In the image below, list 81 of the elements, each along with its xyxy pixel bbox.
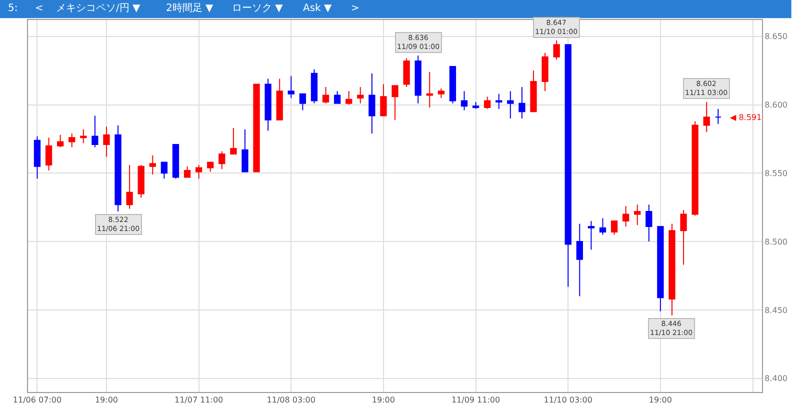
candlestick: [299, 93, 306, 111]
candlestick: [242, 128, 248, 172]
candlestick: [322, 86, 330, 104]
candlestick: [703, 102, 710, 133]
y-tick-label: 8.450: [764, 306, 788, 315]
text: <: [35, 3, 44, 14]
candlestick: [276, 78, 283, 120]
x-tick-label: 11/06 07:00: [12, 396, 62, 405]
candlestick: [264, 78, 272, 132]
candlestick: [599, 218, 606, 236]
candlestick: [380, 84, 387, 116]
candlestick: [657, 226, 664, 312]
candlestick: [576, 223, 583, 297]
candlestick: [253, 84, 260, 172]
candlestick: [138, 164, 144, 198]
candlestick: [207, 162, 214, 172]
x-tick-label: 11/08 03:00: [266, 396, 316, 405]
candlestick: [334, 90, 341, 104]
candlestick: [114, 124, 122, 212]
candlestick: [92, 115, 98, 148]
candlestick: [449, 66, 456, 104]
candlestick: [288, 76, 294, 98]
candlestick: [426, 71, 433, 108]
candlestick: [195, 164, 202, 180]
candlestick: [460, 90, 468, 111]
candlestick: [56, 134, 64, 148]
x-tick-label: 11/09 11:00: [451, 396, 500, 405]
text: メキシコペソ/円 ▼: [56, 3, 141, 14]
candlestick: [714, 108, 722, 124]
candlestick: [68, 133, 76, 148]
candlestick: [310, 68, 318, 104]
candlestick: [34, 136, 41, 180]
y-tick-label: 8.400: [764, 374, 788, 384]
candlestick: [414, 55, 422, 104]
candlestick: [518, 86, 526, 119]
candlestick: [496, 93, 502, 110]
candlestick: [126, 164, 133, 210]
y-tick-label: 8.600: [764, 100, 788, 110]
candlestick: [357, 86, 364, 104]
candlestick: [368, 72, 376, 134]
candlestick: [472, 102, 480, 110]
annotation: ◀ 8.591: [730, 113, 762, 122]
x-tick-label: 11/10 03:00: [544, 396, 592, 405]
candlestick: [160, 162, 168, 180]
text: 5:: [8, 3, 18, 14]
candlestick: [680, 210, 687, 266]
candlestick: [184, 166, 191, 178]
candlestick: [553, 40, 560, 60]
y-tick-label: 8.650: [764, 32, 788, 42]
candlestick: [172, 144, 180, 180]
candlestick: [149, 154, 156, 176]
candlestick: [438, 88, 444, 98]
x-tick-label: 19:00: [648, 396, 672, 405]
candlestick: [230, 128, 237, 155]
y-tick-label: 8.500: [764, 237, 788, 246]
candlestick: [403, 58, 410, 88]
candlestick: [507, 90, 514, 119]
candlestick: [484, 96, 491, 110]
candlestick: [646, 204, 652, 242]
x-tick-label: 19:00: [372, 396, 395, 405]
text: >: [351, 3, 360, 14]
candlestick: [530, 70, 537, 112]
candlestick: [80, 128, 87, 144]
candlestick: [622, 206, 630, 228]
y-tick-label: 8.550: [764, 168, 788, 178]
candlestick: [668, 223, 676, 316]
candlestick: [610, 220, 618, 236]
candlestick: [45, 137, 52, 171]
x-tick-label: 19:00: [94, 396, 118, 405]
candlestick: [103, 126, 110, 158]
candlestick: [588, 220, 595, 250]
text: 2時間足 ▼: [166, 2, 214, 14]
candlestick: [392, 85, 398, 120]
candlestick: [692, 120, 698, 216]
candlestick: [634, 204, 641, 226]
candlestick: [346, 90, 352, 106]
text: ローソク ▼: [232, 3, 284, 14]
candlestick: [542, 52, 548, 92]
candlestick: [218, 150, 226, 170]
x-tick-label: 11/07 11:00: [174, 396, 224, 405]
text: Ask ▼: [303, 3, 332, 14]
